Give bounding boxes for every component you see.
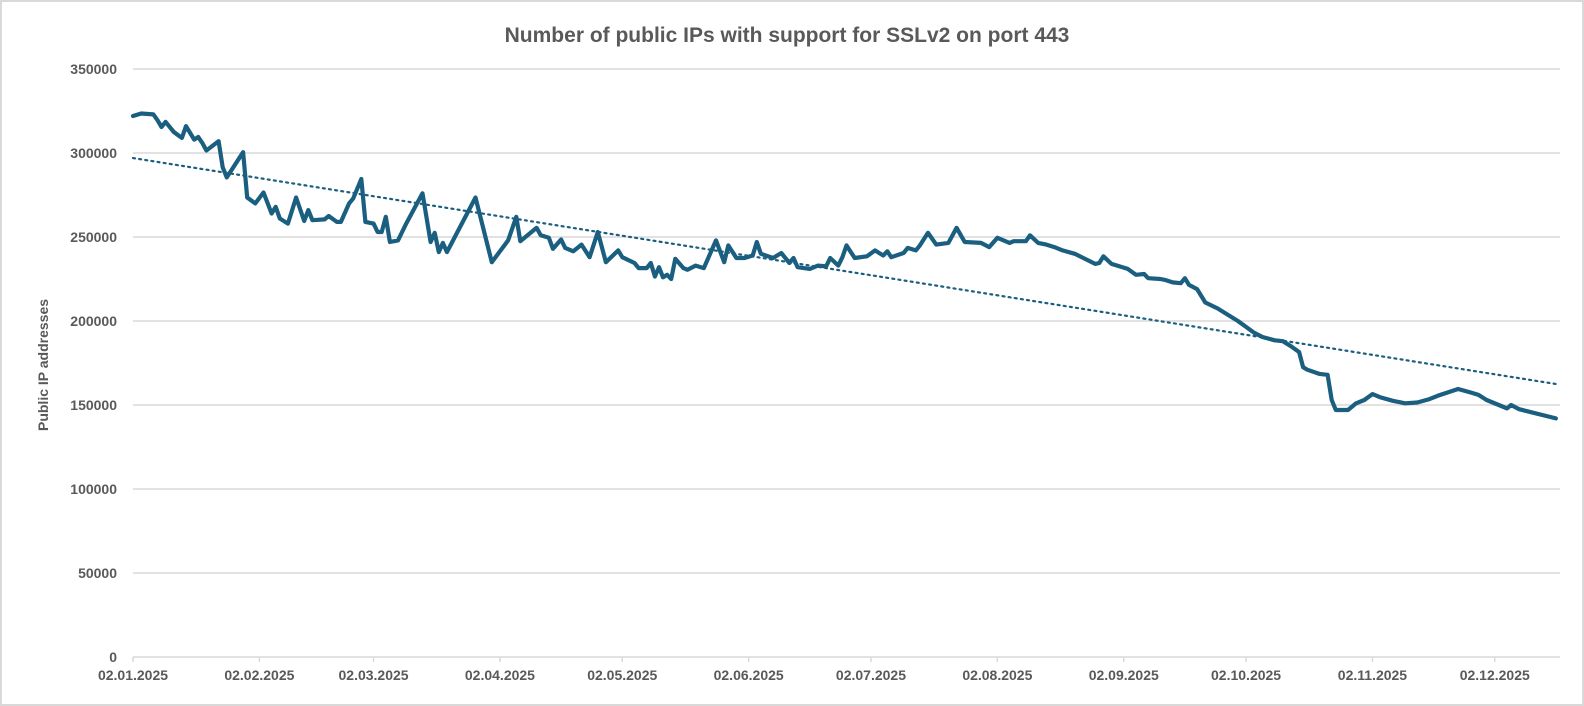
x-tick-label: 02.06.2025 — [714, 667, 784, 683]
x-tick-label: 02.04.2025 — [465, 667, 535, 683]
x-tick-label: 02.02.2025 — [224, 667, 294, 683]
x-tick-label: 02.05.2025 — [587, 667, 657, 683]
y-tick-label: 0 — [109, 649, 117, 665]
y-axis-title: Public IP addresses — [35, 299, 51, 431]
y-tick-label: 300000 — [70, 145, 117, 161]
y-axis-ticks: 0 50000 100000 150000 200000 250000 300000 3500… — [70, 61, 117, 665]
x-tick-label: 02.08.2025 — [962, 667, 1032, 683]
x-tick-label: 02.01.2025 — [98, 667, 168, 683]
series-group — [130, 111, 1558, 421]
x-tick-label: 02.12.2025 — [1460, 667, 1530, 683]
series-line — [130, 111, 1558, 421]
trendline — [131, 156, 1558, 386]
y-tick-label: 250000 — [70, 229, 117, 245]
x-axis-ticks: 02.01.2025 02.02.2025 02.03.2025 02.04.2025… — [98, 657, 1530, 683]
chart-title: Number of public IPs with support for SS… — [505, 24, 1070, 47]
x-tick-label: 02.11.2025 — [1338, 667, 1408, 683]
x-tick-label: 02.09.2025 — [1089, 667, 1159, 683]
y-tick-label: 50000 — [78, 565, 117, 581]
y-tick-label: 150000 — [70, 397, 117, 413]
y-tick-label: 350000 — [70, 61, 117, 77]
gridlines — [133, 68, 1560, 658]
x-tick-label: 02.03.2025 — [339, 667, 409, 683]
x-tick-label: 02.10.2025 — [1211, 667, 1281, 683]
x-tick-label: 02.07.2025 — [836, 667, 906, 683]
y-tick-label: 100000 — [70, 481, 117, 497]
y-tick-label: 200000 — [70, 313, 117, 329]
trendline-group — [131, 156, 1558, 386]
